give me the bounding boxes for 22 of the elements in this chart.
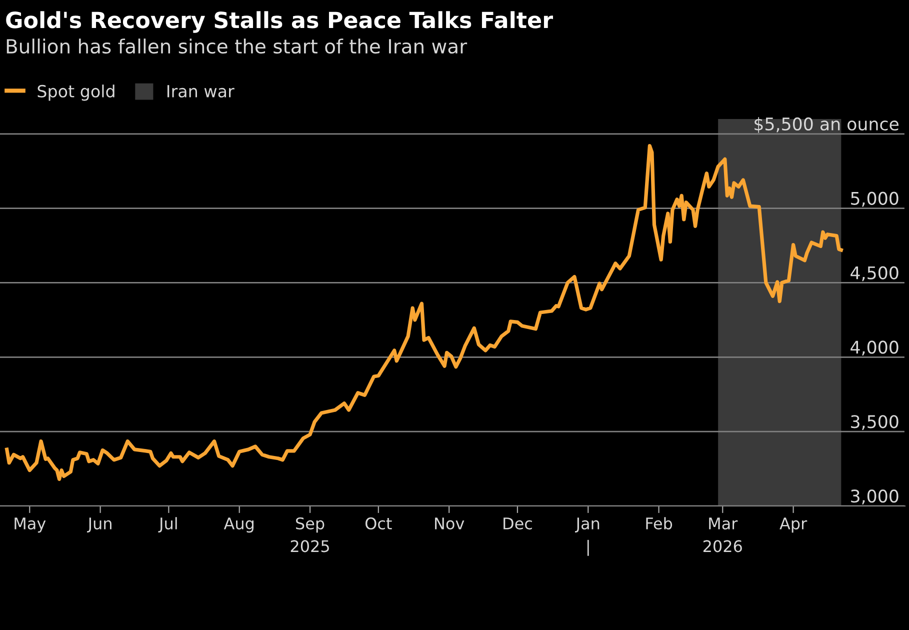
x-tick-label: Mar 2026 — [703, 518, 742, 552]
y-tick-label: $5,500 an ounce — [754, 117, 899, 133]
y-tick-label: 5,000 — [851, 192, 898, 207]
x-tick-label: Jun — [87, 518, 112, 532]
chart-title: Gold's Recovery Stalls as Peace Talks Falter — [6, 11, 554, 33]
x-tick-label: May — [14, 518, 46, 533]
legend-label: Spot gold — [38, 84, 114, 101]
x-tick-label: Sep 2025 — [290, 517, 329, 552]
legend-label: Iran war — [167, 85, 234, 98]
y-tick-label: 4,000 — [850, 340, 898, 356]
x-tick-label: Nov — [435, 518, 464, 530]
x-tick-label: Jan | — [575, 518, 600, 556]
x-tick-label: Dec — [504, 518, 532, 530]
y-tick-label: 3,500 — [851, 415, 898, 430]
chart-subtitle: Bullion has fallen since the start of the Iran war — [6, 38, 468, 54]
y-tick-label: 3,000 — [851, 490, 898, 504]
x-tick-label: Apr — [780, 518, 808, 533]
x-tick-label: Jul — [158, 517, 177, 532]
x-tick-label: Oct — [366, 517, 392, 530]
y-tick-label: 4,500 — [850, 266, 898, 282]
x-tick-label: Aug — [224, 518, 254, 533]
x-tick-label: Feb — [646, 517, 672, 530]
